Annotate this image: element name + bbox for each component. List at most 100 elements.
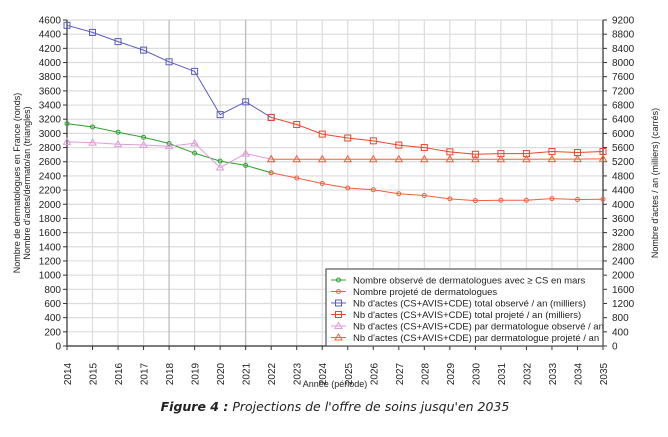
marker-circle — [64, 121, 70, 127]
marker-triangle — [139, 140, 148, 148]
x-tick-label: 2032 — [522, 362, 533, 385]
y-tick-label-right: 8000 — [612, 58, 635, 69]
legend-label: Nombre projeté de dermatologues — [353, 287, 497, 298]
marker-square — [335, 299, 342, 307]
x-tick-label: 2033 — [548, 362, 559, 385]
marker-square — [191, 67, 199, 75]
marker-square — [344, 134, 352, 142]
caption-text: Projections de l'offre de soins jusqu'en… — [228, 399, 509, 414]
legend-label: Nb d'actes (CS+AVIS+CDE) total projeté /… — [353, 310, 581, 321]
marker-square — [267, 113, 275, 121]
caption-label: Figure 4 : — [161, 399, 229, 414]
marker-circle — [549, 196, 555, 202]
y-tick-label-right: 3200 — [612, 228, 635, 239]
x-tick-label: 2031 — [497, 362, 508, 385]
y-tick-label-left: 2800 — [39, 143, 62, 154]
y-tick-label-left: 1600 — [39, 228, 62, 239]
marker-triangle — [334, 333, 343, 341]
legend: Nombre observé de dermatologues avec ≥ C… — [325, 268, 604, 347]
x-tick-label: 2034 — [573, 362, 584, 385]
marker-triangle — [573, 154, 582, 163]
y-tick-label-right: 0 — [612, 342, 618, 353]
x-tick-label: 2027 — [395, 362, 406, 385]
y-tick-label-left: 1000 — [39, 271, 62, 282]
marker-circle — [115, 129, 121, 135]
series-5 — [266, 154, 608, 163]
x-tick-label: 2023 — [293, 362, 304, 385]
marker-triangle — [343, 154, 353, 163]
y-tick-label-left: 4600 — [39, 16, 62, 27]
y-tick-label-right: 7600 — [612, 72, 635, 83]
marker-square — [114, 38, 122, 46]
y-tick-label-right: 6000 — [612, 129, 635, 140]
marker-circle — [370, 187, 376, 193]
y-tick-label-left: 2600 — [39, 157, 62, 168]
y-tick-label-right: 400 — [612, 327, 629, 338]
y-tick-label-right: 4800 — [612, 171, 635, 182]
marker-square — [395, 141, 403, 149]
marker-circle — [319, 180, 325, 186]
series-3 — [267, 113, 607, 158]
marker-circle — [523, 197, 529, 203]
y-axis-label-left-2: Nombre d'actes/dermato/an (triangles) — [22, 106, 32, 259]
x-tick-label: 2014 — [63, 362, 74, 385]
x-tick-label: 2024 — [318, 362, 329, 385]
y-tick-label-left: 4400 — [39, 30, 62, 41]
y-tick-label-right: 5200 — [612, 157, 635, 168]
marker-circle — [166, 141, 172, 147]
y-tick-label-right: 3600 — [612, 214, 635, 225]
marker-triangle — [394, 154, 404, 163]
y-tick-label-right: 1200 — [612, 299, 635, 310]
marker-square — [216, 111, 224, 119]
y-tick-label-left: 3600 — [39, 86, 62, 97]
y-tick-label-left: 3400 — [39, 101, 62, 112]
marker-square — [369, 137, 377, 145]
marker-triangle — [215, 163, 225, 171]
marker-circle — [574, 197, 580, 203]
y-tick-label-left: 1200 — [39, 256, 62, 267]
y-tick-label-right: 2400 — [612, 256, 635, 267]
y-tick-label-right: 8400 — [612, 44, 635, 55]
marker-triangle — [419, 154, 429, 163]
x-tick-label: 2025 — [344, 362, 355, 385]
y-tick-label-right: 800 — [612, 313, 629, 324]
x-tick-label: 2026 — [369, 362, 380, 385]
y-tick-label-left: 4000 — [39, 58, 62, 69]
marker-square — [140, 46, 148, 54]
y-tick-label-left: 200 — [44, 327, 61, 338]
x-tick-label: 2029 — [446, 362, 457, 385]
marker-triangle — [471, 154, 480, 163]
legend-label: Nb d'actes (CS+AVIS+CDE) par dermatologu… — [353, 322, 604, 333]
y-tick-label-right: 6800 — [612, 101, 635, 112]
marker-circle — [498, 197, 504, 203]
legend-label: Nb d'actes (CS+AVIS+CDE) par dermatologu… — [353, 333, 599, 344]
y-tick-label-right: 9200 — [612, 16, 635, 27]
series-line — [66, 24, 272, 118]
marker-square — [165, 58, 173, 66]
x-tick-label: 2035 — [599, 362, 610, 385]
y-tick-label-right: 4000 — [612, 200, 635, 211]
y-tick-label-left: 1800 — [39, 214, 62, 225]
marker-square — [318, 130, 326, 138]
marker-circle — [396, 191, 402, 197]
y-tick-label-right: 2000 — [612, 271, 635, 282]
marker-triangle — [88, 138, 97, 146]
x-tick-label: 2030 — [471, 362, 482, 385]
legend-box — [325, 268, 604, 347]
marker-square — [471, 150, 479, 158]
x-tick-label: 2028 — [420, 362, 431, 385]
marker-triangle — [522, 154, 531, 163]
marker-triangle — [445, 154, 455, 163]
series-1 — [268, 170, 606, 204]
legend-label: Nb d'actes (CS+AVIS+CDE) total observé /… — [353, 299, 586, 310]
marker-circle — [141, 134, 147, 140]
series-line — [271, 172, 604, 202]
x-tick-label: 2021 — [242, 362, 253, 385]
marker-circle — [243, 162, 249, 168]
y-axis-label-right: Nombre d'actes / an (milliers) (carrés) — [650, 108, 660, 258]
y-tick-label-left: 2200 — [39, 186, 62, 197]
marker-square — [63, 21, 71, 29]
x-tick-label: 2020 — [216, 362, 227, 385]
x-tick-label: 2016 — [114, 362, 125, 385]
marker-square — [242, 98, 250, 106]
